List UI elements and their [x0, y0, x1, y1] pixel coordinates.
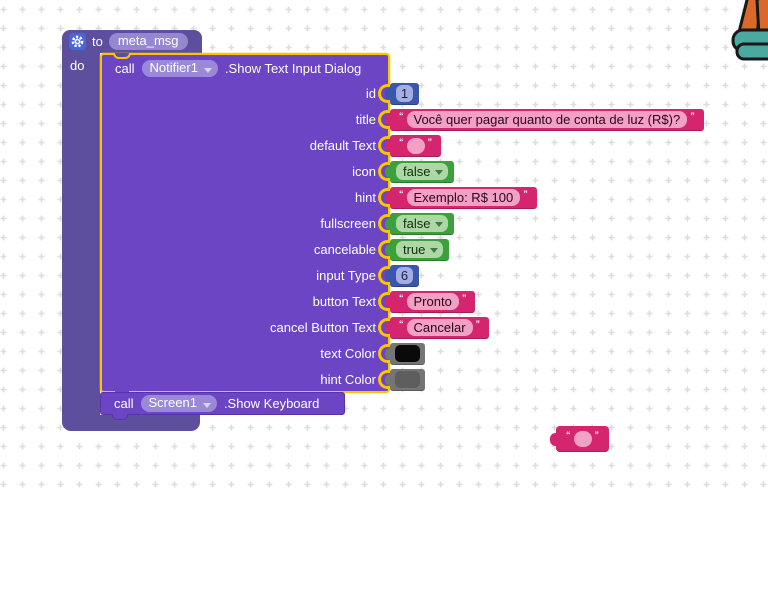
- do-label: do: [70, 58, 85, 73]
- param-row-button-text: button Text Pronto: [102, 289, 476, 315]
- floating-text-block[interactable]: [550, 426, 609, 452]
- number-field[interactable]: 1: [396, 85, 413, 102]
- color-block-hint-color[interactable]: [385, 369, 425, 391]
- param-row-fullscreen: fullscreen false: [102, 211, 455, 237]
- param-row-default-text: default Text: [102, 133, 441, 159]
- color-swatch[interactable]: [395, 371, 420, 388]
- procedure-block-body[interactable]: [62, 53, 100, 415]
- close-quote-icon: [462, 293, 467, 303]
- text-block-default-text[interactable]: [385, 135, 441, 157]
- logic-block-icon[interactable]: false: [384, 161, 455, 183]
- method-label: .Show Keyboard: [223, 396, 320, 411]
- text-field[interactable]: Exemplo: R$ 100: [406, 189, 521, 206]
- open-quote-icon: [566, 430, 571, 440]
- logic-dropdown[interactable]: false: [396, 215, 449, 232]
- text-field[interactable]: Cancelar: [406, 319, 473, 336]
- open-quote-icon: [399, 137, 404, 147]
- param-row-icon: icon false: [102, 159, 455, 185]
- screen-call-block[interactable]: call Screen1 .Show Keyboard: [100, 392, 345, 420]
- component-dropdown-screen[interactable]: Screen1: [140, 395, 217, 412]
- param-row-title: title Você quer pagar quanto de conta de…: [102, 107, 704, 133]
- close-quote-icon: [476, 319, 481, 329]
- param-row-hint: hint Exemplo: R$ 100: [102, 185, 537, 211]
- param-row-text-color: text Color: [102, 341, 425, 367]
- component-dropdown-notifier[interactable]: Notifier1: [141, 59, 218, 77]
- call-label: call: [114, 396, 134, 411]
- open-quote-icon: [399, 111, 404, 121]
- color-block-text-color[interactable]: [385, 343, 425, 365]
- procedure-name-field[interactable]: meta_msg: [108, 33, 188, 50]
- bottom-notch: [112, 414, 128, 420]
- text-block-hint[interactable]: Exemplo: R$ 100: [385, 187, 537, 209]
- text-block-cancel-button-text[interactable]: Cancelar: [384, 317, 490, 339]
- text-block-title[interactable]: Você quer pagar quanto de conta de luz (…: [385, 109, 704, 131]
- text-field[interactable]: [406, 137, 425, 154]
- top-notch: [113, 53, 131, 59]
- param-row-cancelable: cancelable true: [102, 237, 450, 263]
- param-row-hint-color: hint Color: [102, 367, 425, 393]
- close-quote-icon: [523, 189, 528, 199]
- logic-dropdown[interactable]: false: [396, 163, 449, 180]
- param-row-input-type: input Type 6: [102, 263, 419, 289]
- method-label: .Show Text Input Dialog: [224, 60, 362, 76]
- logic-block-fullscreen[interactable]: false: [384, 213, 455, 235]
- text-field[interactable]: [573, 430, 592, 447]
- close-quote-icon: [595, 430, 600, 440]
- open-quote-icon: [399, 189, 404, 199]
- color-swatch[interactable]: [395, 345, 420, 362]
- to-label: to: [92, 34, 103, 49]
- number-block-input-type[interactable]: 6: [385, 265, 419, 287]
- mascot-graphic: [731, 0, 768, 61]
- text-block-button-text[interactable]: Pronto: [384, 291, 476, 313]
- call-label: call: [115, 60, 135, 76]
- number-field[interactable]: 6: [396, 267, 413, 284]
- param-row-cancel-button-text: cancel Button Text Cancelar: [102, 315, 490, 341]
- procedure-block-header[interactable]: to meta_msg: [62, 30, 202, 53]
- notifier-call-block[interactable]: call Notifier1 .Show Text Input Dialog i…: [100, 53, 704, 398]
- logic-block-cancelable[interactable]: true: [384, 239, 450, 261]
- text-field[interactable]: Você quer pagar quanto de conta de luz (…: [406, 111, 688, 128]
- text-field[interactable]: Pronto: [406, 293, 459, 310]
- procedure-block-foot[interactable]: [62, 415, 200, 431]
- open-quote-icon: [399, 319, 404, 329]
- param-row-id: id 1: [102, 81, 419, 107]
- gear-icon[interactable]: [69, 33, 86, 50]
- close-quote-icon: [428, 137, 433, 147]
- close-quote-icon: [690, 111, 695, 121]
- logic-dropdown[interactable]: true: [396, 241, 444, 258]
- open-quote-icon: [399, 293, 404, 303]
- number-block-id[interactable]: 1: [385, 83, 419, 105]
